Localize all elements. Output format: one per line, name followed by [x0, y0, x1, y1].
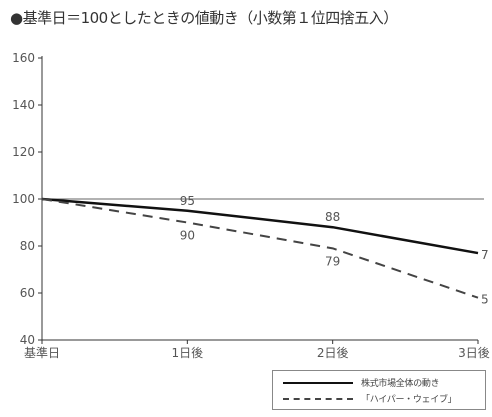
data-label-market: 7: [481, 248, 489, 262]
tick-labels: 40 60 80 100 120 140 160 基準日 1日後 2日後 3日後: [12, 51, 490, 360]
x-tick-label: 2日後: [317, 346, 349, 360]
y-tick-label: 40: [20, 333, 35, 347]
legend-item-hyperwave: 「ハイパー・ウェイブ」: [279, 392, 479, 406]
legend-solid-line-swatch: [283, 382, 353, 384]
legend-label-hyperwave: 「ハイパー・ウェイブ」: [361, 395, 457, 405]
data-label-market: 88: [325, 210, 340, 224]
y-tick-label: 60: [20, 286, 35, 300]
series-lines: [41, 197, 479, 299]
legend: 株式市場全体の動き 「ハイパー・ウェイブ」: [272, 370, 486, 410]
y-tick-label: 160: [12, 51, 35, 65]
data-label-market: 95: [180, 194, 195, 208]
series-line-hyperwave: [41, 198, 479, 299]
legend-item-market: 株式市場全体の動き: [279, 376, 479, 390]
legend-dashed-line-swatch: [283, 398, 353, 400]
x-tick-label: 基準日: [24, 345, 60, 360]
y-tick-label: 120: [12, 145, 35, 159]
data-label-hyperwave: 90: [180, 229, 195, 243]
series-line-market: [41, 197, 479, 255]
x-tick-label: 3日後: [458, 346, 490, 360]
axes: [38, 56, 479, 344]
data-label-hyperwave: 79: [325, 254, 340, 268]
chart-title: ●基準日＝100としたときの値動き（小数第１位四捨五入）: [10, 9, 398, 27]
y-tick-label: 100: [12, 192, 35, 206]
y-tick-label: 80: [20, 239, 35, 253]
x-tick-label: 1日後: [172, 346, 204, 360]
data-labels: 95 88 7 90 79 5: [180, 194, 489, 307]
legend-label-market: 株式市場全体の動き: [361, 379, 440, 389]
data-label-hyperwave: 5: [481, 293, 489, 307]
y-tick-label: 140: [12, 98, 35, 112]
